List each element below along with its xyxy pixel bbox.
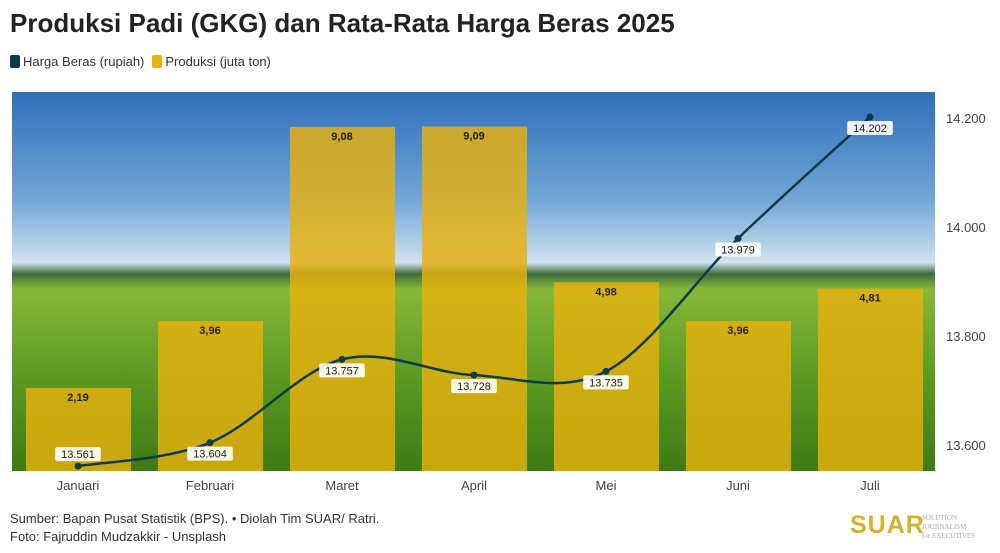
x-tick-label: Januari: [57, 478, 100, 493]
source-note: Sumber: Bapan Pusat Statistik (BPS). • D…: [10, 511, 380, 526]
price-label-bg: [187, 446, 233, 461]
x-tick-label: Mei: [596, 478, 617, 493]
x-tick-label: April: [461, 478, 487, 493]
bar-label: 4,81: [859, 293, 880, 305]
legend: Harga Beras (rupiah) Produksi (juta ton): [10, 54, 271, 69]
price-label: 13.979: [721, 244, 755, 256]
chart-title: Produksi Padi (GKG) dan Rata-Rata Harga …: [10, 8, 675, 38]
photo-credit: Foto: Fajruddin Mudzakkir - Unsplash: [10, 529, 227, 544]
bar-label: 3,96: [727, 325, 748, 337]
price-point: [470, 371, 478, 379]
suar-logo: SUAR: [850, 511, 925, 539]
legend-item-price: Harga Beras (rupiah): [10, 54, 144, 69]
price-point: [74, 462, 82, 470]
price-label-bg: [55, 447, 101, 462]
bar-april: [422, 126, 527, 471]
price-label-bg: [583, 375, 629, 390]
price-point: [602, 367, 610, 375]
price-point: [866, 113, 874, 121]
price-label: 13.735: [589, 377, 623, 389]
price-label: 13.728: [457, 381, 491, 393]
x-tick-label: Juni: [726, 478, 750, 493]
bar-label: 9,08: [331, 131, 352, 143]
price-point: [734, 234, 742, 242]
price-point: [206, 439, 214, 447]
price-label: 13.604: [193, 449, 227, 461]
x-tick-label: Juli: [860, 478, 880, 493]
y-right-tick-label: 13.800: [946, 329, 986, 344]
price-label-bg: [451, 379, 497, 394]
x-tick-label: Maret: [325, 478, 359, 493]
bar-maret: [290, 126, 395, 472]
bar-label: 2,19: [67, 392, 88, 404]
price-label-bg: [715, 242, 761, 257]
legend-item-production: Produksi (juta ton): [152, 54, 271, 69]
logo-tagline: SOLUTION JOURNALISM for EXECUTIVES: [922, 514, 976, 540]
bar-label: 4,98: [595, 286, 616, 298]
x-tick-label: Februari: [186, 478, 235, 493]
y-right-tick-label: 14.000: [946, 220, 986, 235]
price-point: [338, 355, 346, 363]
bar-juli: [818, 288, 923, 471]
price-label: 14.202: [853, 123, 887, 135]
price-label: 13.757: [325, 365, 359, 377]
price-label-bg: [847, 121, 893, 136]
bar-juni: [686, 320, 791, 471]
price-label-bg: [319, 363, 365, 378]
bar-label: 3,96: [199, 325, 220, 337]
y-right-tick-label: 14.200: [946, 111, 986, 126]
bar-label: 9,09: [463, 130, 484, 142]
y-right-tick-label: 13.600: [946, 438, 986, 453]
price-label: 13.561: [61, 449, 95, 461]
